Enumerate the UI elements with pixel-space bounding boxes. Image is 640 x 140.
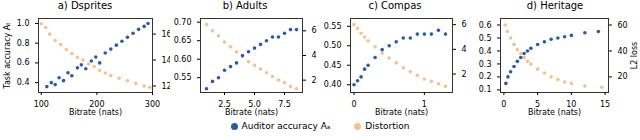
svg-text:4: 4 <box>462 45 467 54</box>
svg-text:0.70: 0.70 <box>174 18 192 27</box>
svg-text:0.1: 0.1 <box>479 85 492 94</box>
svg-text:4: 4 <box>312 51 317 60</box>
html-text:a) Dsprites: a) Dsprites <box>57 0 113 11</box>
svg-text:7.5: 7.5 <box>278 100 291 109</box>
svg-text:0.2: 0.2 <box>479 72 492 81</box>
svg-text:0.5: 0.5 <box>479 34 492 43</box>
svg-text:100: 100 <box>34 100 49 109</box>
svg-text:0.3: 0.3 <box>479 59 492 68</box>
svg-text:0.6: 0.6 <box>17 58 30 67</box>
svg-text:0: 0 <box>351 100 356 109</box>
svg-text:5: 5 <box>535 100 541 110</box>
svg-text:0.55: 0.55 <box>324 22 342 31</box>
svg-text:60: 60 <box>618 21 628 30</box>
svg-text:Bitrate (nats): Bitrate (nats) <box>528 108 581 117</box>
svg-text:1.0: 1.0 <box>17 19 30 28</box>
svg-text:40: 40 <box>618 47 628 56</box>
svg-text:0.65: 0.65 <box>174 36 192 45</box>
svg-text:1: 1 <box>421 100 427 110</box>
svg-text:Bitrate (nats): Bitrate (nats) <box>375 108 428 117</box>
svg-text:0.60: 0.60 <box>174 55 192 64</box>
svg-text:0.4: 0.4 <box>17 78 30 87</box>
svg-text:L2 loss: L2 loss <box>630 42 639 70</box>
svg-text:0.4: 0.4 <box>479 47 492 56</box>
svg-text:5.0: 5.0 <box>248 100 261 110</box>
svg-text:Task accuracy Aₜ: Task accuracy Aₜ <box>3 22 12 89</box>
svg-text:300: 300 <box>145 100 160 109</box>
svg-text:200: 200 <box>89 100 105 110</box>
svg-text:16: 16 <box>161 29 172 39</box>
svg-text:6: 6 <box>312 26 317 35</box>
svg-text:0.40: 0.40 <box>324 80 342 89</box>
svg-text:15: 15 <box>600 100 610 109</box>
svg-text:2.5: 2.5 <box>218 100 231 110</box>
svg-text:2: 2 <box>462 70 467 79</box>
svg-text:10: 10 <box>566 100 577 110</box>
html-text:Distortion: Distortion <box>365 121 410 131</box>
svg-text:6: 6 <box>462 20 467 29</box>
html-text:b) Adults: b) Adults <box>222 0 268 11</box>
svg-text:2: 2 <box>312 76 317 85</box>
svg-text:0.6: 0.6 <box>479 21 492 30</box>
html-text:c) Compas: c) Compas <box>368 0 422 11</box>
html-text:Auditor accuracy Aₐ: Auditor accuracy Aₐ <box>241 121 331 131</box>
svg-text:0.55: 0.55 <box>174 73 192 82</box>
svg-text:20: 20 <box>618 72 628 81</box>
svg-text:12: 12 <box>161 81 172 91</box>
svg-text:0.50: 0.50 <box>324 41 342 50</box>
html-text:d) Heritage: d) Heritage <box>526 0 584 11</box>
svg-text:Bitrate (nats): Bitrate (nats) <box>225 108 278 117</box>
svg-text:0.45: 0.45 <box>324 61 342 70</box>
svg-text:14: 14 <box>161 55 172 65</box>
svg-text:0.8: 0.8 <box>17 39 30 48</box>
svg-text:0: 0 <box>501 100 506 109</box>
svg-text:Bitrate (nats): Bitrate (nats) <box>69 108 122 117</box>
